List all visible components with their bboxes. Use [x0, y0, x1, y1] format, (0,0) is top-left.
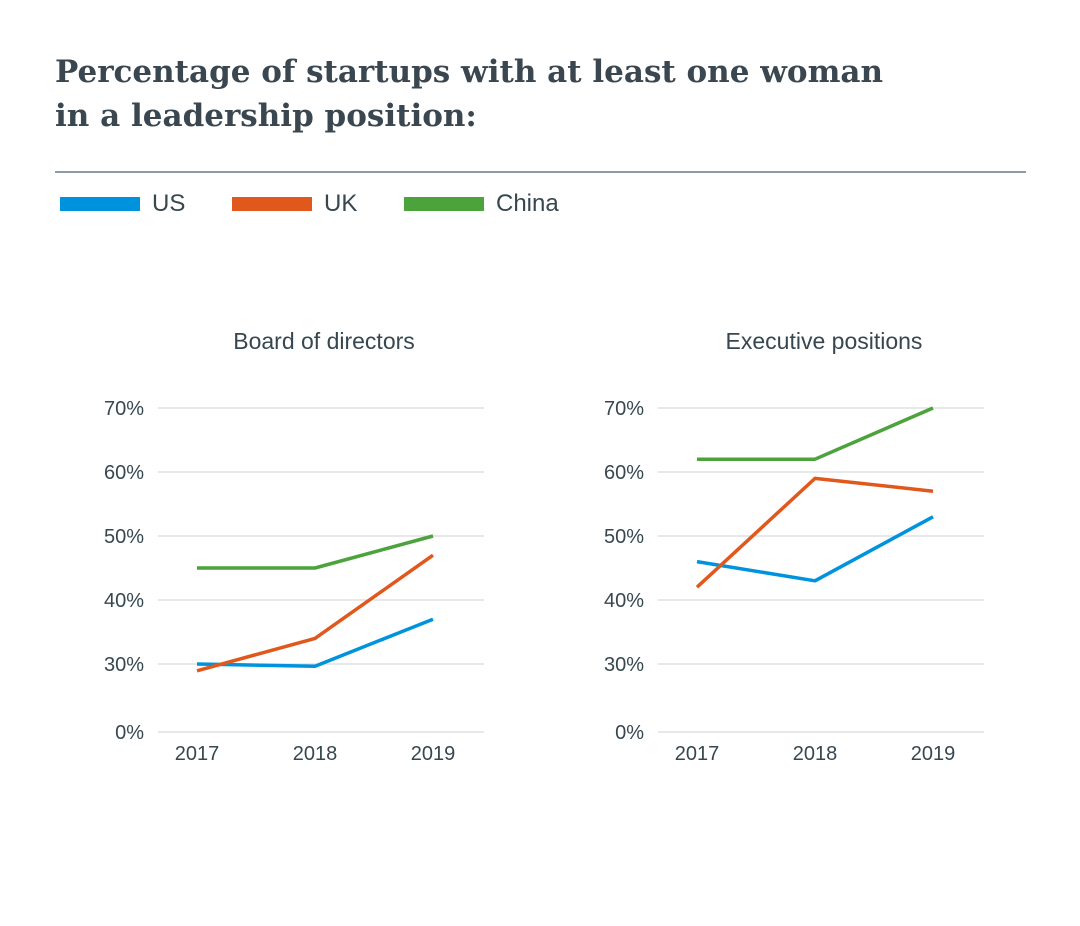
y-tick-label: 60% [604, 462, 644, 484]
y-tick-label: 70% [604, 398, 644, 420]
legend-label-china: China [496, 190, 559, 217]
y-tick-label: 50% [104, 526, 144, 548]
legend-label-us: US [152, 190, 186, 217]
y-tick-label: 70% [104, 398, 144, 420]
series-line-us [696, 515, 934, 583]
y-tick-label: 60% [104, 462, 144, 484]
y-tick-label: 0% [615, 722, 644, 744]
legend-swatch-us [60, 197, 140, 211]
legend-swatch-china [404, 197, 484, 211]
series-line-us [196, 617, 434, 669]
series-line-uk [196, 553, 435, 673]
panel-title: Board of directors [233, 328, 415, 354]
y-tick-label: 30% [104, 654, 144, 676]
series-line-uk [695, 476, 934, 589]
legend-item-china: China [404, 189, 559, 219]
legend-swatch-uk [232, 197, 312, 211]
y-tick-label: 30% [604, 654, 644, 676]
chart-title-line-1: Percentage of startups with at least one… [55, 54, 884, 90]
series-line-china [697, 406, 934, 461]
x-tick-label: 2017 [675, 743, 720, 765]
y-tick-label: 40% [604, 590, 644, 612]
x-tick-label: 2019 [411, 743, 456, 765]
x-tick-label: 2017 [175, 743, 220, 765]
series-line-china [197, 534, 434, 570]
y-tick-label: 50% [604, 526, 644, 548]
executive-positions-chart: Executive positions 0% 30% 40% 50% 60% 70% 2017… [604, 328, 984, 765]
panel-title: Executive positions [726, 328, 923, 354]
y-tick-label: 40% [104, 590, 144, 612]
title-divider [55, 171, 1026, 173]
chart-title: Percentage of startups with at least one… [55, 50, 1035, 138]
chart-title-line-2: in a leadership position: [55, 98, 477, 134]
legend-item-us: US [60, 189, 185, 219]
x-tick-label: 2018 [293, 743, 338, 765]
legend-item-uk: UK [232, 189, 357, 219]
y-tick-label: 0% [115, 722, 144, 744]
x-tick-label: 2019 [911, 743, 956, 765]
x-tick-label: 2018 [793, 743, 838, 765]
legend-label-uk: UK [324, 190, 358, 217]
board-of-directors-chart: Board of directors 0% 30% 40% 50% 60% 70% 2017 2… [104, 328, 484, 765]
